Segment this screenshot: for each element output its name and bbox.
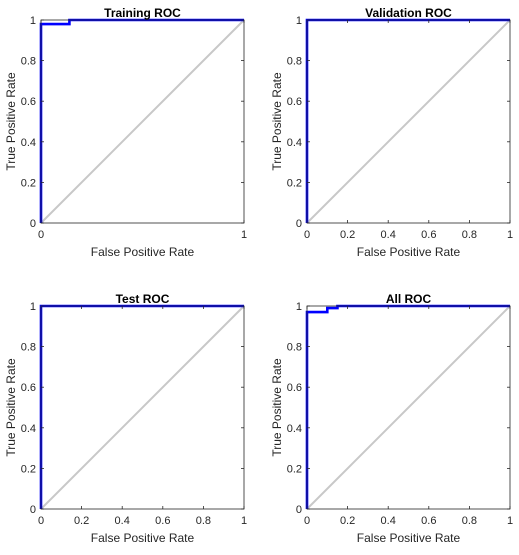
x-tick-label: 0.4 — [115, 515, 130, 527]
y-tick-label: 0 — [296, 218, 302, 230]
axes-box — [306, 19, 511, 224]
x-tick-label: 1 — [241, 229, 247, 241]
x-tick-label: 0.2 — [340, 515, 355, 527]
y-tick-label: 0.6 — [287, 96, 302, 108]
reference-diagonal-line — [40, 305, 245, 510]
x-tick-label: 0.4 — [381, 515, 396, 527]
x-tick-label: 1 — [507, 515, 513, 527]
x-axis-label: False Positive Rate — [91, 531, 195, 545]
x-tick-label: 0 — [38, 229, 44, 241]
x-tick-label: 0.6 — [155, 515, 170, 527]
roc-panel-0: 0 0.2 0.4 0.6 0.8 1 0 1 Training ROC False Positi… — [4, 6, 247, 259]
x-tick-label: 0.6 — [421, 229, 436, 241]
y-tick-label: 1 — [296, 301, 302, 313]
axes-box — [40, 305, 245, 510]
y-axis-label: True Positive Rate — [4, 358, 18, 457]
x-axis-label: False Positive Rate — [357, 245, 461, 259]
y-tick-label: 0.2 — [287, 177, 302, 189]
y-tick-label: 1 — [296, 15, 302, 27]
x-tick-label: 0.4 — [381, 229, 396, 241]
y-tick-label: 1 — [30, 301, 36, 313]
reference-diagonal-line — [306, 305, 511, 510]
x-tick-label: 1 — [241, 515, 247, 527]
x-tick-label: 0.8 — [462, 229, 477, 241]
y-axis-label: True Positive Rate — [270, 72, 284, 171]
y-tick-label: 0.6 — [21, 382, 36, 394]
roc-panel-3: 0 0.2 0.4 0.6 0.8 1 0 0.2 0.4 0.6 0.8 1 All ROC False… — [270, 292, 513, 545]
y-tick-label: 0 — [30, 504, 36, 516]
x-tick-label: 0 — [38, 515, 44, 527]
y-tick-label: 0.8 — [21, 56, 36, 68]
y-tick-label: 0.2 — [21, 177, 36, 189]
y-tick-label: 1 — [30, 15, 36, 27]
y-axis-label: True Positive Rate — [270, 358, 284, 457]
y-tick-label: 0 — [296, 504, 302, 516]
chart-title: Training ROC — [104, 6, 181, 20]
reference-diagonal-line — [40, 19, 245, 224]
axes-box — [40, 19, 245, 224]
x-tick-label: 0.6 — [421, 515, 436, 527]
x-tick-label: 1 — [507, 229, 513, 241]
y-tick-label: 0 — [30, 218, 36, 230]
y-tick-label: 0.6 — [287, 382, 302, 394]
chart-title: All ROC — [386, 292, 432, 306]
reference-diagonal-line — [306, 19, 511, 224]
y-axis-label: True Positive Rate — [4, 72, 18, 171]
chart-title: Validation ROC — [365, 6, 452, 20]
y-tick-label: 0.4 — [287, 137, 302, 149]
roc-panel-1: 0 0.2 0.4 0.6 0.8 1 0 0.2 0.4 0.6 0.8 1 Validation R… — [270, 6, 513, 259]
x-axis-label: False Positive Rate — [357, 531, 461, 545]
x-tick-label: 0.8 — [196, 515, 211, 527]
roc-panel-2: 0 0.2 0.4 0.6 0.8 1 0 0.2 0.4 0.6 0.8 1 Test ROC Fals… — [4, 292, 247, 545]
y-tick-label: 0.8 — [21, 342, 36, 354]
y-tick-label: 0.2 — [21, 463, 36, 475]
y-tick-label: 0.6 — [21, 96, 36, 108]
y-tick-label: 0.4 — [287, 423, 302, 435]
x-tick-label: 0 — [304, 515, 310, 527]
chart-title: Test ROC — [116, 292, 170, 306]
y-tick-label: 0.2 — [287, 463, 302, 475]
x-tick-label: 0 — [304, 229, 310, 241]
axes-box — [306, 305, 511, 510]
x-tick-label: 0.8 — [462, 515, 477, 527]
x-tick-label: 0.2 — [340, 229, 355, 241]
y-tick-label: 0.4 — [21, 137, 36, 149]
y-tick-label: 0.8 — [287, 342, 302, 354]
x-axis-label: False Positive Rate — [91, 245, 195, 259]
y-tick-label: 0.4 — [21, 423, 36, 435]
y-tick-label: 0.8 — [287, 56, 302, 68]
x-tick-label: 0.2 — [74, 515, 89, 527]
